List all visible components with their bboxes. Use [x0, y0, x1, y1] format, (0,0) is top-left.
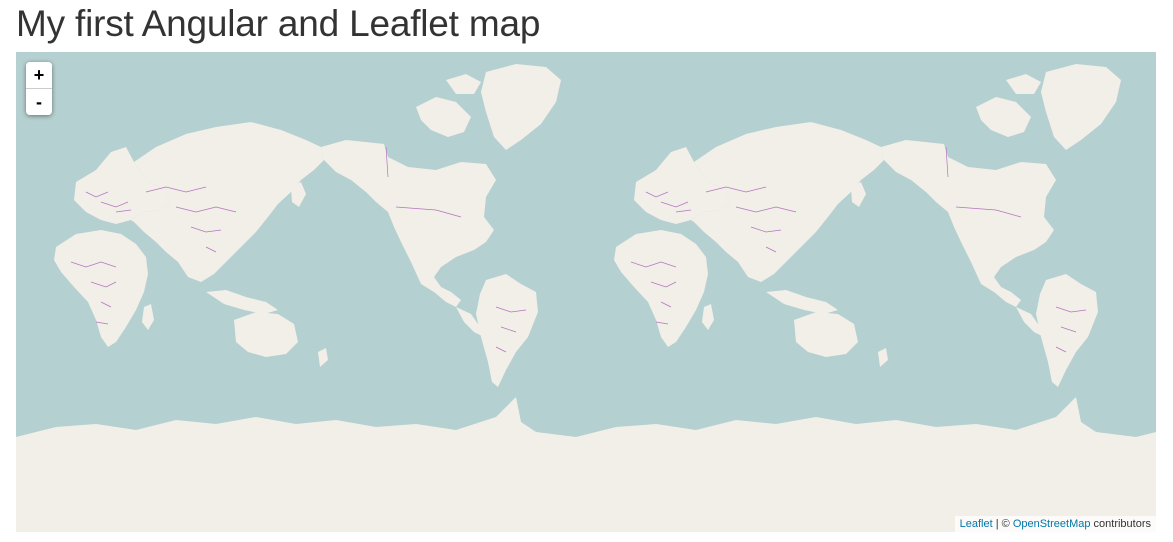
zoom-control: + - — [26, 62, 52, 115]
attribution-contributors: contributors — [1090, 518, 1151, 530]
openstreetmap-link[interactable]: OpenStreetMap — [1012, 518, 1091, 530]
zoom-in-button[interactable]: + — [26, 62, 52, 89]
map-tiles[interactable] — [16, 52, 1156, 532]
zoom-out-button[interactable]: - — [26, 89, 52, 115]
map[interactable]: + - Leaflet | © OpenStreetMap contributo… — [16, 52, 1156, 532]
attribution: Leaflet | © OpenStreetMap contributors — [954, 516, 1156, 532]
attribution-separator: | © — [992, 518, 1013, 530]
page-title: My first Angular and Leaflet map — [16, 3, 541, 44]
leaflet-link[interactable]: Leaflet — [959, 518, 993, 530]
